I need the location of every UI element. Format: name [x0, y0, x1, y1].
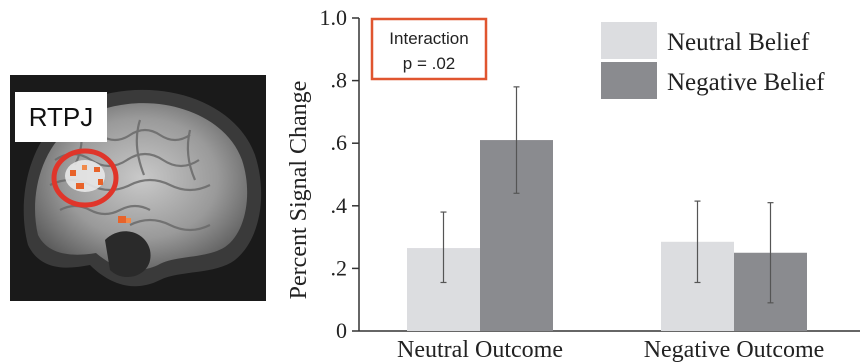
ventricle-shadow [105, 231, 151, 278]
y-axis-title: Percent Signal Change [286, 81, 312, 300]
region-label-box [15, 92, 107, 142]
annotation-line-1: Interaction [389, 29, 468, 48]
y-tick-label: .4 [331, 193, 348, 218]
activation-cluster [65, 160, 131, 223]
y-tick-label: 1.0 [320, 5, 348, 30]
legend-swatch [601, 22, 657, 59]
y-tick-label: .6 [331, 130, 348, 155]
annotation-border [370, 17, 488, 81]
brain-shape [35, 103, 248, 270]
x-category-label: Negative Outcome [644, 337, 825, 362]
roi-circle [51, 148, 119, 208]
region-label: RTPJ [29, 102, 94, 132]
y-tick-label: 0 [336, 318, 347, 343]
y-tick-label: .8 [331, 68, 348, 93]
y-tick-label: .2 [331, 255, 348, 280]
interaction-annotation: Interaction p = .02 [370, 17, 488, 81]
legend-label: Negative Belief [667, 69, 825, 96]
annotation-line-2: p = .02 [403, 54, 455, 73]
legend-label: Neutral Belief [667, 29, 810, 56]
x-category-label: Neutral Outcome [397, 337, 563, 362]
brain-scan-image: RTPJ [10, 75, 266, 301]
legend-swatch [601, 62, 657, 99]
